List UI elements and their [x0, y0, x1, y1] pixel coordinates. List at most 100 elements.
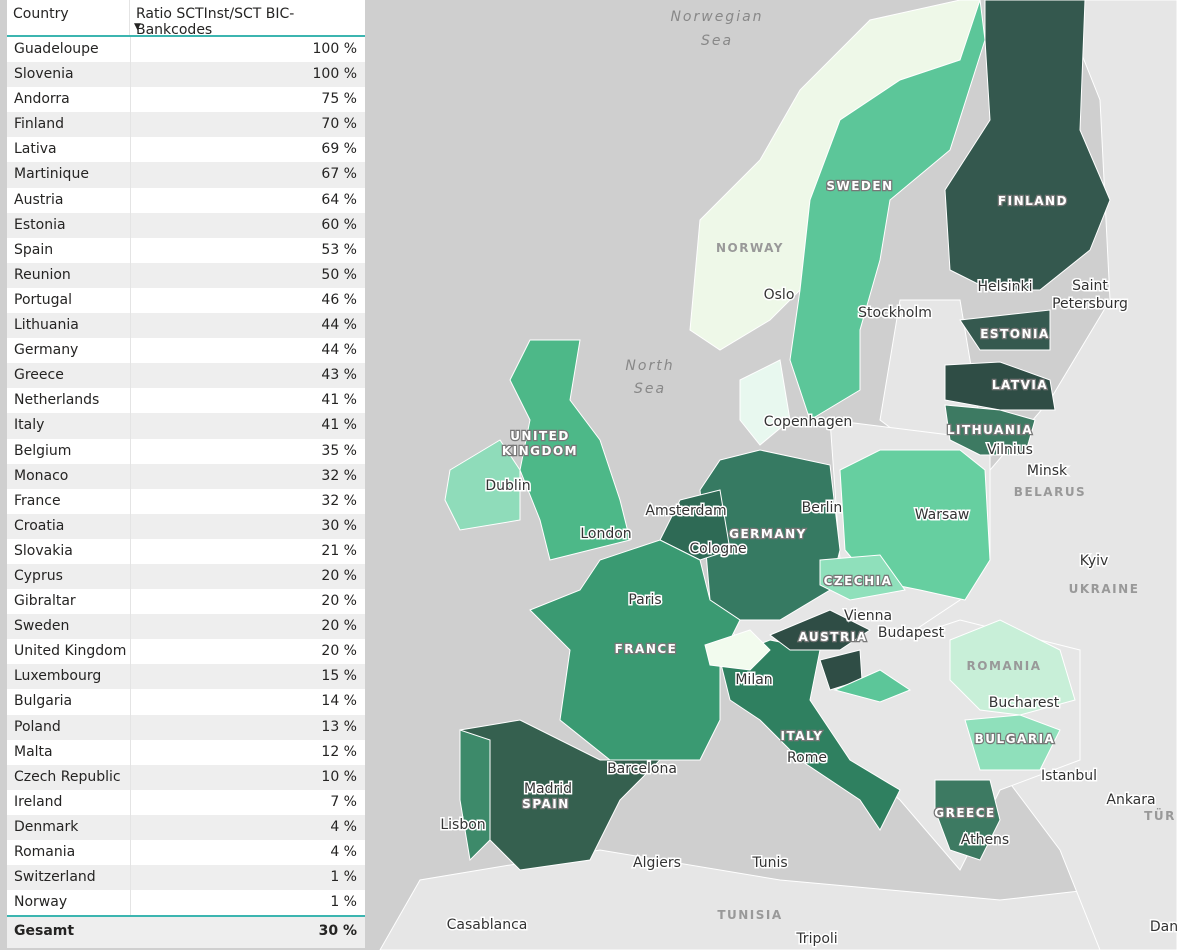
header-cell[interactable]: Ratio SCTInst/SCT BIC-Bankcodes ▼	[130, 0, 365, 38]
table-row[interactable]: Slovenia 100 %	[7, 62, 365, 88]
table-row[interactable]: Cyprus 20 %	[7, 563, 365, 590]
country-cell: Finland	[7, 112, 131, 138]
country-cell: Cyprus	[7, 563, 131, 590]
value-cell: 41 %	[321, 417, 357, 434]
country-label: GERMANY	[729, 527, 807, 541]
value-cell: 10 %	[321, 768, 357, 785]
table-row[interactable]: Slovakia 21 %	[7, 538, 365, 564]
table-row[interactable]: Portugal 46 %	[7, 287, 365, 314]
city-label: Budapest	[878, 625, 945, 641]
table-row[interactable]: Bulgaria 14 %	[7, 689, 365, 715]
total-row: Gesamt 30 %	[7, 915, 365, 949]
table-row[interactable]: Finland 70 %	[7, 112, 365, 138]
table-row[interactable]: Andorra 75 %	[7, 87, 365, 113]
country-label: AUSTRIA	[799, 630, 868, 644]
value-cell: 20 %	[321, 618, 357, 635]
table-row[interactable]: Greece 43 %	[7, 363, 365, 389]
table-row[interactable]: Croatia 30 %	[7, 513, 365, 539]
country-cell: Austria	[7, 187, 131, 213]
value-cell: 50 %	[321, 266, 357, 283]
table-row[interactable]: Lativa 69 %	[7, 137, 365, 163]
country-cell: Monaco	[7, 463, 131, 489]
table-row[interactable]: Italy 41 %	[7, 413, 365, 439]
value-cell: 35 %	[321, 442, 357, 459]
country-cell: Gibraltar	[7, 589, 131, 615]
table-row[interactable]: Martinique 67 %	[7, 162, 365, 188]
table-row[interactable]: Romania 4 %	[7, 840, 365, 866]
city-label: Amsterdam	[645, 503, 726, 519]
table-row[interactable]: Ireland 7 %	[7, 789, 365, 815]
table-row[interactable]: Spain 53 %	[7, 237, 365, 263]
table-row[interactable]: Norway 1 %	[7, 890, 365, 916]
total-label: Gesamt	[14, 923, 75, 940]
table-row[interactable]: United Kingdom 20 %	[7, 639, 365, 665]
country-cell: Switzerland	[7, 865, 131, 891]
table-row[interactable]: Sweden 20 %	[7, 614, 365, 640]
table-row[interactable]: France 32 %	[7, 488, 365, 514]
country-label: CZECHIA	[824, 574, 893, 588]
country-label: ITALY	[781, 729, 824, 743]
country-cell: Germany	[7, 338, 131, 364]
table-row[interactable]: Reunion 50 %	[7, 262, 365, 288]
city-label: Algiers	[633, 855, 681, 871]
table-row[interactable]: Austria 64 %	[7, 187, 365, 213]
header-cell[interactable]: Country	[7, 0, 130, 35]
city-label: Paris	[628, 592, 661, 608]
country-label: KINGDOM	[502, 444, 578, 458]
city-label: Dublin	[485, 478, 530, 494]
country-cell: Denmark	[7, 814, 131, 840]
table-row[interactable]: Gibraltar 20 %	[7, 589, 365, 615]
country-cell: France	[7, 488, 131, 514]
value-cell: 43 %	[321, 367, 357, 384]
value-cell: 13 %	[321, 718, 357, 735]
country-cell: Czech Republic	[7, 764, 131, 790]
country-cell: Slovenia	[7, 62, 131, 88]
table-row[interactable]: Denmark 4 %	[7, 814, 365, 840]
table-row[interactable]: Netherlands 41 %	[7, 388, 365, 414]
country-cell: Guadeloupe	[7, 37, 131, 63]
city-label: Tunis	[751, 855, 787, 871]
city-label: Petersburg	[1052, 296, 1128, 312]
city-label: Helsinki	[977, 279, 1032, 295]
country-label: LITHUANIA	[947, 423, 1033, 437]
sea-label: North	[625, 358, 674, 374]
table-row[interactable]: Luxembourg 15 %	[7, 664, 365, 690]
city-label: Lisbon	[440, 817, 485, 833]
country-cell: Estonia	[7, 212, 131, 238]
country-cell: Andorra	[7, 87, 131, 113]
city-label: Ankara	[1106, 792, 1155, 808]
city-label: Bucharest	[989, 695, 1060, 711]
country-label: SWEDEN	[826, 179, 893, 193]
table-row[interactable]: Germany 44 %	[7, 338, 365, 364]
country-label: NORWAY	[716, 241, 784, 255]
table-row[interactable]: Malta 12 %	[7, 739, 365, 765]
country-cell: Ireland	[7, 789, 131, 815]
value-cell: 53 %	[321, 241, 357, 258]
value-cell: 100 %	[312, 41, 357, 57]
country-cell: Belgium	[7, 438, 131, 464]
country-cell: Portugal	[7, 287, 131, 314]
country-label: SPAIN	[522, 797, 570, 811]
country-cell: Lithuania	[7, 313, 131, 339]
sea-label: Norwegian	[670, 9, 763, 25]
country-cell: Slovakia	[7, 538, 131, 564]
country-label: BULGARIA	[975, 732, 1056, 746]
value-cell: 64 %	[321, 191, 357, 208]
country-label: GREECE	[934, 806, 996, 820]
table-row[interactable]: Guadeloupe 100 %	[7, 37, 365, 63]
table-row[interactable]: Czech Republic 10 %	[7, 764, 365, 790]
table-row[interactable]: Poland 13 %	[7, 714, 365, 740]
country-cell: Poland	[7, 714, 131, 740]
country-cell: United Kingdom	[7, 639, 131, 665]
table-row[interactable]: Monaco 32 %	[7, 463, 365, 489]
table-row[interactable]: Switzerland 1 %	[7, 865, 365, 891]
table-row[interactable]: Lithuania 44 %	[7, 313, 365, 339]
table-row[interactable]: Belgium 35 %	[7, 438, 365, 464]
value-cell: 44 %	[321, 342, 357, 359]
city-label: Stockholm	[858, 305, 932, 321]
country-cell: Bulgaria	[7, 689, 131, 715]
table-row[interactable]: Estonia 60 %	[7, 212, 365, 238]
country-cell: Croatia	[7, 513, 131, 539]
